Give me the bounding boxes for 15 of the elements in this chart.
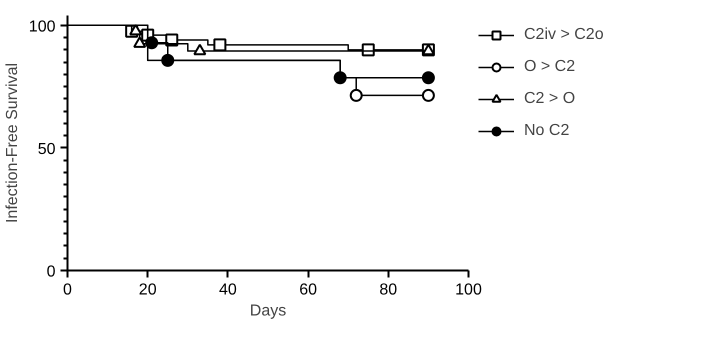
- x-tick-label: 60: [299, 282, 318, 298]
- legend-label: C2iv > C2o: [524, 26, 604, 44]
- legend-label: No C2: [524, 122, 570, 140]
- x-tick-label: 20: [138, 282, 157, 298]
- y-tick-label: 100: [28, 18, 56, 36]
- x-axis-title: Days: [250, 302, 286, 320]
- y-tick-label: 50: [38, 140, 56, 158]
- x-tick-label: 100: [455, 282, 482, 298]
- legend-label: C2 > O: [524, 90, 576, 108]
- y-tick-label: 0: [46, 264, 56, 280]
- x-tick-label: 0: [63, 282, 72, 298]
- legend-label: O > C2: [524, 58, 576, 76]
- y-axis-title: Infection-Free Survival: [4, 62, 21, 224]
- x-tick-label: 40: [219, 282, 237, 298]
- x-tick-label: 80: [379, 282, 398, 298]
